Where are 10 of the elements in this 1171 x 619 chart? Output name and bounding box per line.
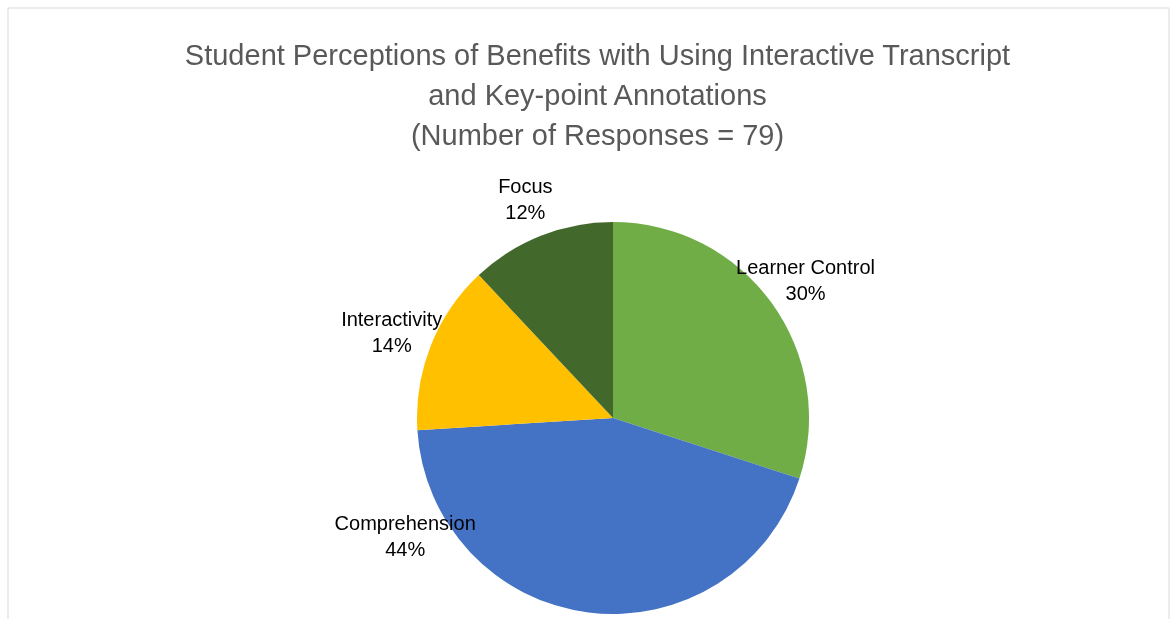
data-label: 30% xyxy=(785,282,826,305)
data-label: 12% xyxy=(505,200,546,223)
slice-label: Focus xyxy=(498,174,553,197)
data-label: 14% xyxy=(371,334,412,357)
data-label: 44% xyxy=(385,538,426,560)
slice-label: Interactivity xyxy=(341,308,443,331)
chart-subtitle: (Number of Responses = 79) xyxy=(410,119,785,151)
pie-slice xyxy=(478,222,613,418)
chart-title: Student Perceptions of Benefits with Using Interactive Transcript and Key-point Annotations xyxy=(184,39,1011,111)
slice-label: Learner Control xyxy=(736,256,876,279)
